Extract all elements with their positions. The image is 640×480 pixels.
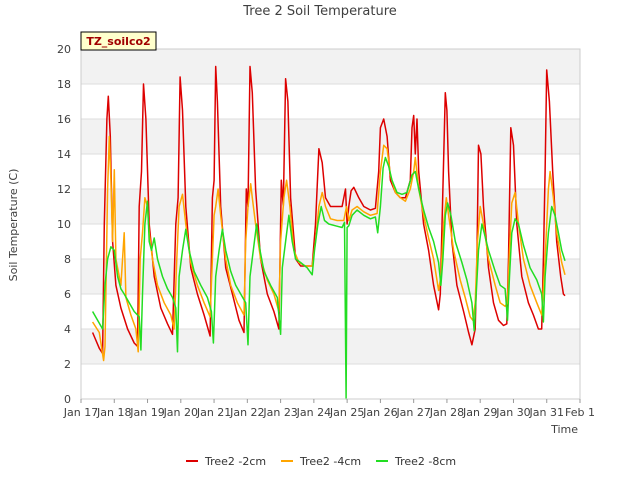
series-layer [91,65,566,400]
legend-label: Tree2 -8cm [394,455,456,468]
x-tick-label: Jan 26 [362,406,397,419]
series-line-3 [91,156,566,400]
badge-box [80,31,157,51]
x-tick-label: Jan 21 [196,406,231,419]
y-tick-label: 20 [57,43,71,56]
x-tick-label: Jan 23 [262,406,297,419]
y-tick-label: 16 [57,113,71,126]
x-tick-label: Jan 19 [129,406,164,419]
x-tick-label: Jan 31 [529,406,564,419]
grid-band [81,49,580,84]
source-badge: TZ_soilco2 [80,31,157,51]
y-tick-label: 14 [57,148,71,161]
x-tick-label: Jan 20 [163,406,198,419]
x-tick-label: Jan 18 [96,406,131,419]
y-tick-label: 18 [57,78,71,91]
y-tick-label: 2 [64,358,71,371]
y-axis-ticks: 0 2 4 6 8 10 12 14 16 18 20 [57,43,71,406]
y-axis-label: Soil Temperature (C) [7,169,20,282]
y-tick-label: 6 [64,288,71,301]
x-tick-label: Jan 27 [395,406,430,419]
legend: Tree2 -2cm Tree2 -4cm Tree2 -8cm [186,455,456,468]
legend-label: Tree2 -2cm [204,455,266,468]
y-tick-label: 10 [57,218,71,231]
x-tick-label: Jan 24 [296,406,331,419]
series-line-1 [91,65,566,355]
y-tick-label: 4 [64,323,71,336]
chart-title: Tree 2 Soil Temperature [242,4,397,19]
x-axis-label: Time [550,423,578,436]
grid-band [81,329,580,364]
x-tick-label: Feb 1 [565,406,595,419]
y-tick-label: 0 [64,393,71,406]
x-tick-label: Jan 25 [329,406,364,419]
grid-band [81,119,580,154]
x-tick-label: Jan 29 [462,406,497,419]
badge-label: TZ_soilco2 [86,35,150,48]
y-tick-label: 8 [64,253,71,266]
x-tick-label: Jan 22 [229,406,264,419]
x-tick-label: Jan 17 [63,406,98,419]
x-tick-label: Jan 28 [429,406,464,419]
x-tick-label: Jan 30 [495,406,530,419]
plot-frame [80,48,581,400]
legend-label: Tree2 -4cm [299,455,361,468]
y-tick-label: 12 [57,183,71,196]
